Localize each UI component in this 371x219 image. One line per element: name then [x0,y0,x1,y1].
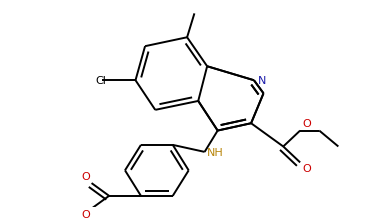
Text: O: O [81,210,90,219]
Text: Cl: Cl [96,76,107,86]
Text: NH: NH [207,148,223,158]
Text: N: N [258,76,266,86]
Text: O: O [302,119,311,129]
Text: O: O [302,164,311,174]
Text: O: O [81,172,90,182]
